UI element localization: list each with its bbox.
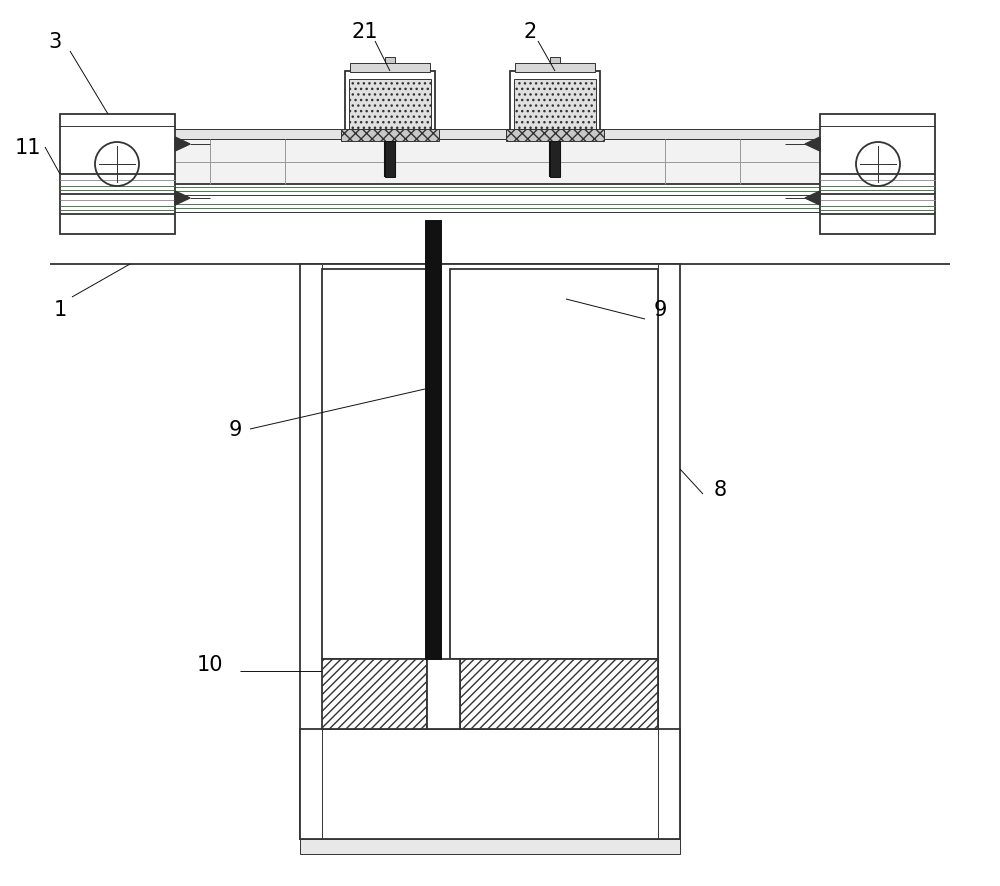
Bar [550,142,560,178]
Bar [460,659,658,729]
Bar [300,729,680,839]
Bar [820,115,935,235]
Polygon shape [175,191,190,206]
Text: 9: 9 [653,299,667,320]
Bar [300,839,680,854]
Bar [349,80,431,130]
Bar [300,265,680,839]
Polygon shape [805,138,820,152]
Bar [550,58,560,64]
Bar [60,115,175,235]
Polygon shape [805,191,820,206]
Bar [95,130,910,140]
Text: 10: 10 [197,654,223,674]
Bar [322,269,430,659]
Bar [341,130,439,142]
Bar [450,269,658,659]
Bar [514,80,596,130]
Bar [506,130,604,142]
Bar [385,142,395,178]
Text: 1: 1 [53,299,67,320]
Bar [322,659,427,729]
Bar [385,58,395,64]
Bar [515,64,595,73]
Text: 9: 9 [228,420,242,439]
Bar [95,140,910,185]
Text: 11: 11 [15,138,41,158]
Bar [425,221,441,659]
Bar [350,64,430,73]
Bar [427,659,460,729]
Polygon shape [175,138,190,152]
Text: 3: 3 [48,32,62,52]
Text: 8: 8 [713,479,727,500]
Bar [510,72,600,140]
Text: 2: 2 [523,22,537,42]
Bar [345,72,435,140]
Text: 21: 21 [352,22,378,42]
